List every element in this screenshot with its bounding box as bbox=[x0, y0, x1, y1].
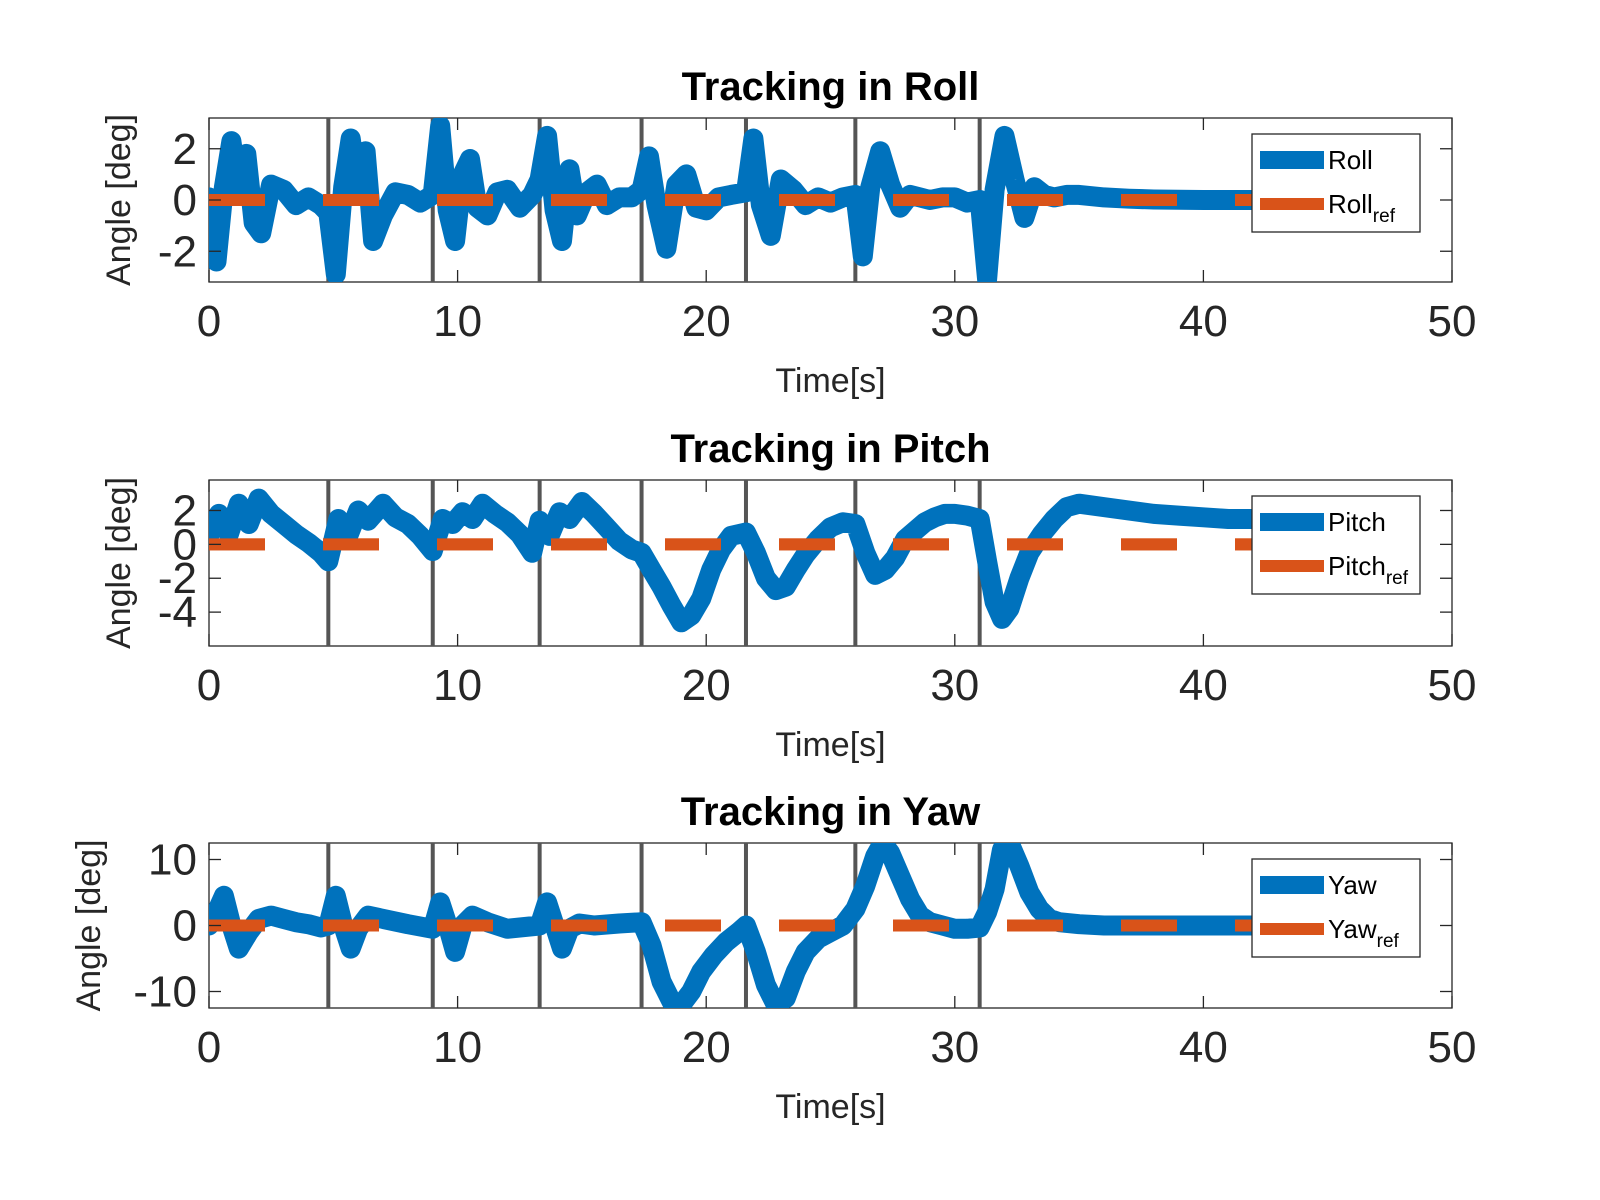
x-tick-label-roll-1: 10 bbox=[433, 297, 482, 346]
x-tick-label-yaw-2: 20 bbox=[682, 1023, 731, 1072]
y-axis-label-roll: Angle [deg] bbox=[100, 114, 138, 286]
y-tick-label-pitch-1: -2 bbox=[158, 554, 197, 603]
legend-label-yaw-0: Yaw bbox=[1328, 870, 1377, 900]
legend-box-pitch bbox=[1251, 495, 1421, 595]
x-tick-label-roll-4: 40 bbox=[1179, 297, 1228, 346]
x-tick-label-roll-0: 0 bbox=[197, 297, 221, 346]
y-axis-label-pitch: Angle [deg] bbox=[100, 477, 138, 649]
series-line-pitch bbox=[209, 488, 1301, 633]
series-line-yaw bbox=[209, 843, 1301, 1008]
x-tick-label-pitch-4: 40 bbox=[1179, 661, 1228, 710]
x-tick-label-yaw-5: 50 bbox=[1428, 1023, 1477, 1072]
x-axis-label-yaw: Time[s] bbox=[775, 1088, 885, 1126]
x-tick-label-pitch-5: 50 bbox=[1428, 661, 1477, 710]
legend-label-sub-yaw-1: ref bbox=[1377, 931, 1400, 952]
title-pitch: Tracking in Pitch bbox=[670, 427, 990, 471]
x-tick-label-pitch-3: 30 bbox=[930, 661, 979, 710]
y-tick-label-yaw-2: 10 bbox=[148, 836, 197, 885]
x-tick-label-yaw-0: 0 bbox=[197, 1023, 221, 1072]
x-axis-label-roll: Time[s] bbox=[775, 362, 885, 400]
x-tick-label-roll-5: 50 bbox=[1428, 297, 1477, 346]
x-tick-label-pitch-2: 20 bbox=[682, 661, 731, 710]
title-yaw: Tracking in Yaw bbox=[681, 790, 981, 834]
plot-area-roll bbox=[209, 118, 1301, 282]
legend-box-yaw bbox=[1251, 858, 1421, 958]
legend-label-pitch-0: Pitch bbox=[1328, 507, 1386, 537]
x-tick-label-pitch-0: 0 bbox=[197, 661, 221, 710]
legend-box-roll bbox=[1251, 133, 1421, 233]
x-tick-label-yaw-3: 30 bbox=[930, 1023, 979, 1072]
plot-area-yaw bbox=[209, 843, 1301, 1008]
y-tick-label-roll-2: 2 bbox=[173, 125, 197, 174]
x-tick-label-roll-2: 20 bbox=[682, 297, 731, 346]
x-tick-label-yaw-4: 40 bbox=[1179, 1023, 1228, 1072]
y-tick-label-pitch-2: 0 bbox=[173, 520, 197, 569]
legend-label-sub-pitch-1: ref bbox=[1386, 568, 1409, 589]
title-roll: Tracking in Roll bbox=[682, 65, 980, 109]
x-tick-label-roll-3: 30 bbox=[930, 297, 979, 346]
series-line-roll bbox=[209, 118, 1301, 282]
x-tick-label-yaw-1: 10 bbox=[433, 1023, 482, 1072]
legend-label-sub-roll-1: ref bbox=[1373, 206, 1396, 227]
x-tick-label-pitch-1: 10 bbox=[433, 661, 482, 710]
y-axis-label-yaw: Angle [deg] bbox=[70, 839, 108, 1011]
legend-label-roll-0: Roll bbox=[1328, 145, 1373, 175]
y-tick-label-pitch-3: 2 bbox=[173, 486, 197, 535]
y-tick-label-roll-1: 0 bbox=[173, 176, 197, 225]
y-tick-label-pitch-0: -4 bbox=[158, 588, 197, 637]
plot-area-pitch bbox=[209, 480, 1301, 646]
y-tick-label-roll-0: -2 bbox=[158, 227, 197, 276]
y-tick-label-yaw-0: -10 bbox=[133, 968, 197, 1017]
axes-box-pitch bbox=[208, 479, 1453, 647]
x-axis-label-pitch: Time[s] bbox=[775, 726, 885, 764]
y-tick-label-yaw-1: 0 bbox=[173, 902, 197, 951]
